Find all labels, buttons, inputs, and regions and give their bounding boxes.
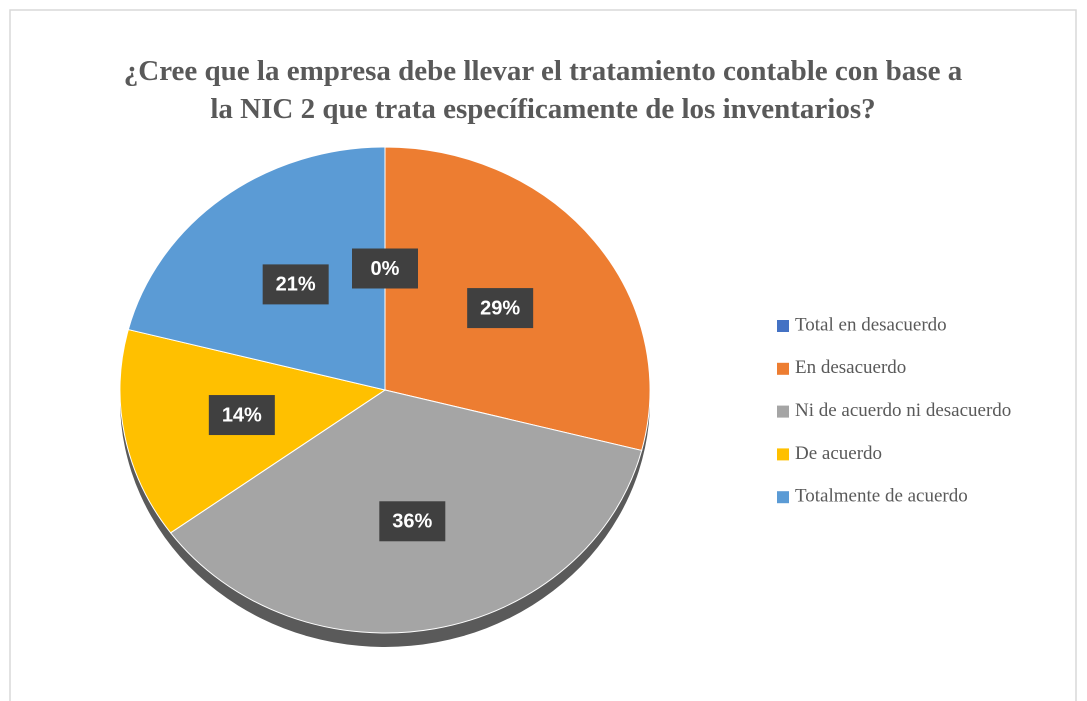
legend-swatch: [777, 362, 789, 375]
data-label-box: [379, 501, 446, 542]
legend-label: En desacuerdo: [795, 357, 906, 378]
chart-frame: [9, 9, 1077, 701]
data-label-box: [352, 248, 418, 289]
data-label: 14%: [222, 404, 262, 426]
legend-label: Totalmente de acuerdo: [795, 486, 968, 507]
legend-swatch: [777, 320, 789, 332]
data-label: 29%: [480, 297, 520, 319]
data-label: 21%: [276, 274, 316, 296]
data-label-box: [467, 288, 534, 329]
legend-label: Ni de acuerdo ni desacuerdo: [795, 400, 1011, 421]
chart-title: ¿Cree que la empresa debe llevar el trat…: [123, 55, 963, 125]
legend-label: Total en desacuerdo: [795, 314, 947, 335]
legend-label: De acuerdo: [795, 443, 882, 464]
data-label-box: [208, 395, 275, 436]
legend-swatch: [777, 491, 789, 504]
legend-swatch: [777, 448, 789, 461]
data-label-box: [262, 264, 329, 305]
data-label: 36%: [392, 511, 432, 533]
legend-swatch: [777, 405, 789, 418]
pie-slice: [127, 146, 386, 391]
data-label: 0%: [371, 258, 400, 280]
